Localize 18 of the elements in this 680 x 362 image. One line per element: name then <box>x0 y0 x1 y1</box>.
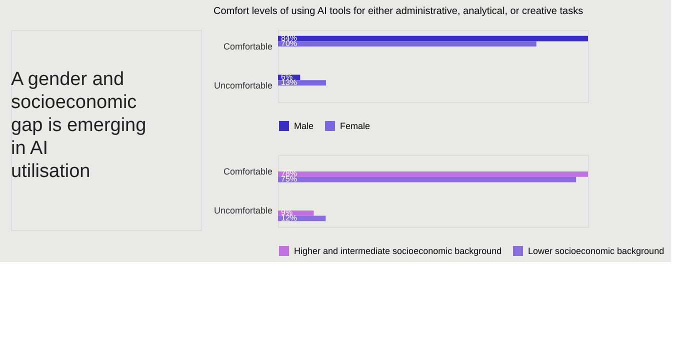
bar <box>278 176 576 182</box>
bar <box>278 41 536 47</box>
data-label: 75% <box>281 174 298 184</box>
data-label: 70% <box>281 38 298 48</box>
y-tick-label: Uncomfortable <box>214 205 272 216</box>
y-tick-label: Comfortable <box>223 42 272 52</box>
text: A gender and socioeconomic gap is emerging in AI utilisation <box>11 69 146 182</box>
data-label: 13% <box>281 78 298 87</box>
data-label: 12% <box>281 213 298 222</box>
legend-label: Female <box>340 121 370 131</box>
legend-label: Male <box>294 121 314 131</box>
legend-label: Lower socioeconomic background <box>528 246 664 256</box>
legend-label: Higher and intermediate socioeconomic background <box>294 246 502 256</box>
y-tick-label: Uncomfortable <box>214 80 272 90</box>
chart-title: Comfort levels of using AI tools for either administrative, analytical, or creative tasks <box>213 6 584 17</box>
y-tick-label: Comfortable <box>223 166 272 177</box>
bar <box>278 172 588 177</box>
bar <box>278 36 588 42</box>
